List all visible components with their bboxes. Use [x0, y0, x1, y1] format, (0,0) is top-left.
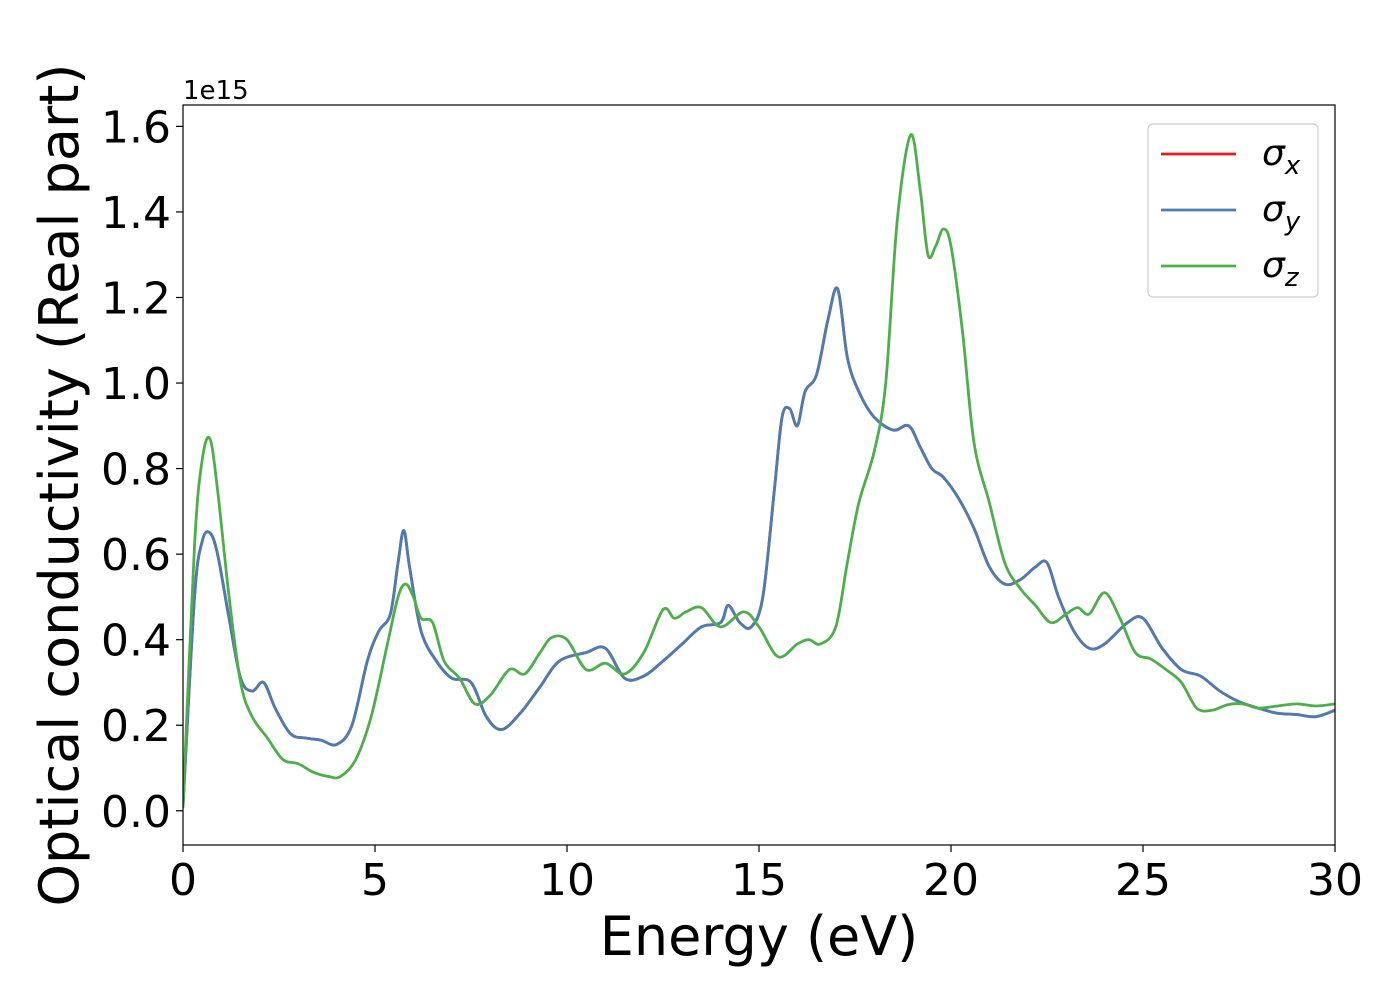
y-axis-label: Optical conductivity (Real part) — [28, 64, 91, 907]
y-ticks: 0.0 0.2 0.4 0.6 0.8 1.0 1.2 1.4 1.6 — [101, 102, 183, 838]
series-line-y — [183, 286, 1335, 808]
x-axis-label: Energy (eV) — [600, 905, 919, 968]
x-tick-label: 10 — [539, 855, 595, 906]
y-tick-label: 0.2 — [101, 701, 171, 752]
legend-label-z: σz — [1262, 245, 1300, 293]
y-tick-label: 1.4 — [101, 188, 171, 239]
y-tick-label: 0.8 — [101, 445, 171, 496]
series-layer — [183, 133, 1335, 808]
y-tick-label: 0.6 — [101, 530, 171, 581]
series-line-x — [183, 286, 1335, 808]
y-tick-label: 1.2 — [101, 273, 171, 324]
y-scale-label: 1e15 — [183, 76, 249, 106]
x-tick-label: 15 — [731, 855, 787, 906]
y-tick-label: 1.6 — [101, 102, 171, 153]
x-ticks: 0 5 10 15 20 25 30 — [169, 845, 1363, 906]
x-tick-label: 5 — [361, 855, 389, 906]
series-line-z — [183, 133, 1335, 808]
x-tick-label: 25 — [1115, 855, 1171, 906]
y-tick-label: 0.4 — [101, 616, 171, 667]
x-tick-label: 20 — [923, 855, 979, 906]
y-tick-label: 0.0 — [101, 787, 171, 838]
x-tick-label: 30 — [1307, 855, 1363, 906]
legend: σx σy σz — [1147, 123, 1319, 298]
legend-label-y: σy — [1262, 189, 1301, 237]
x-tick-label: 0 — [169, 855, 197, 906]
y-tick-label: 1.0 — [101, 359, 171, 410]
legend-label-x: σx — [1262, 133, 1301, 181]
